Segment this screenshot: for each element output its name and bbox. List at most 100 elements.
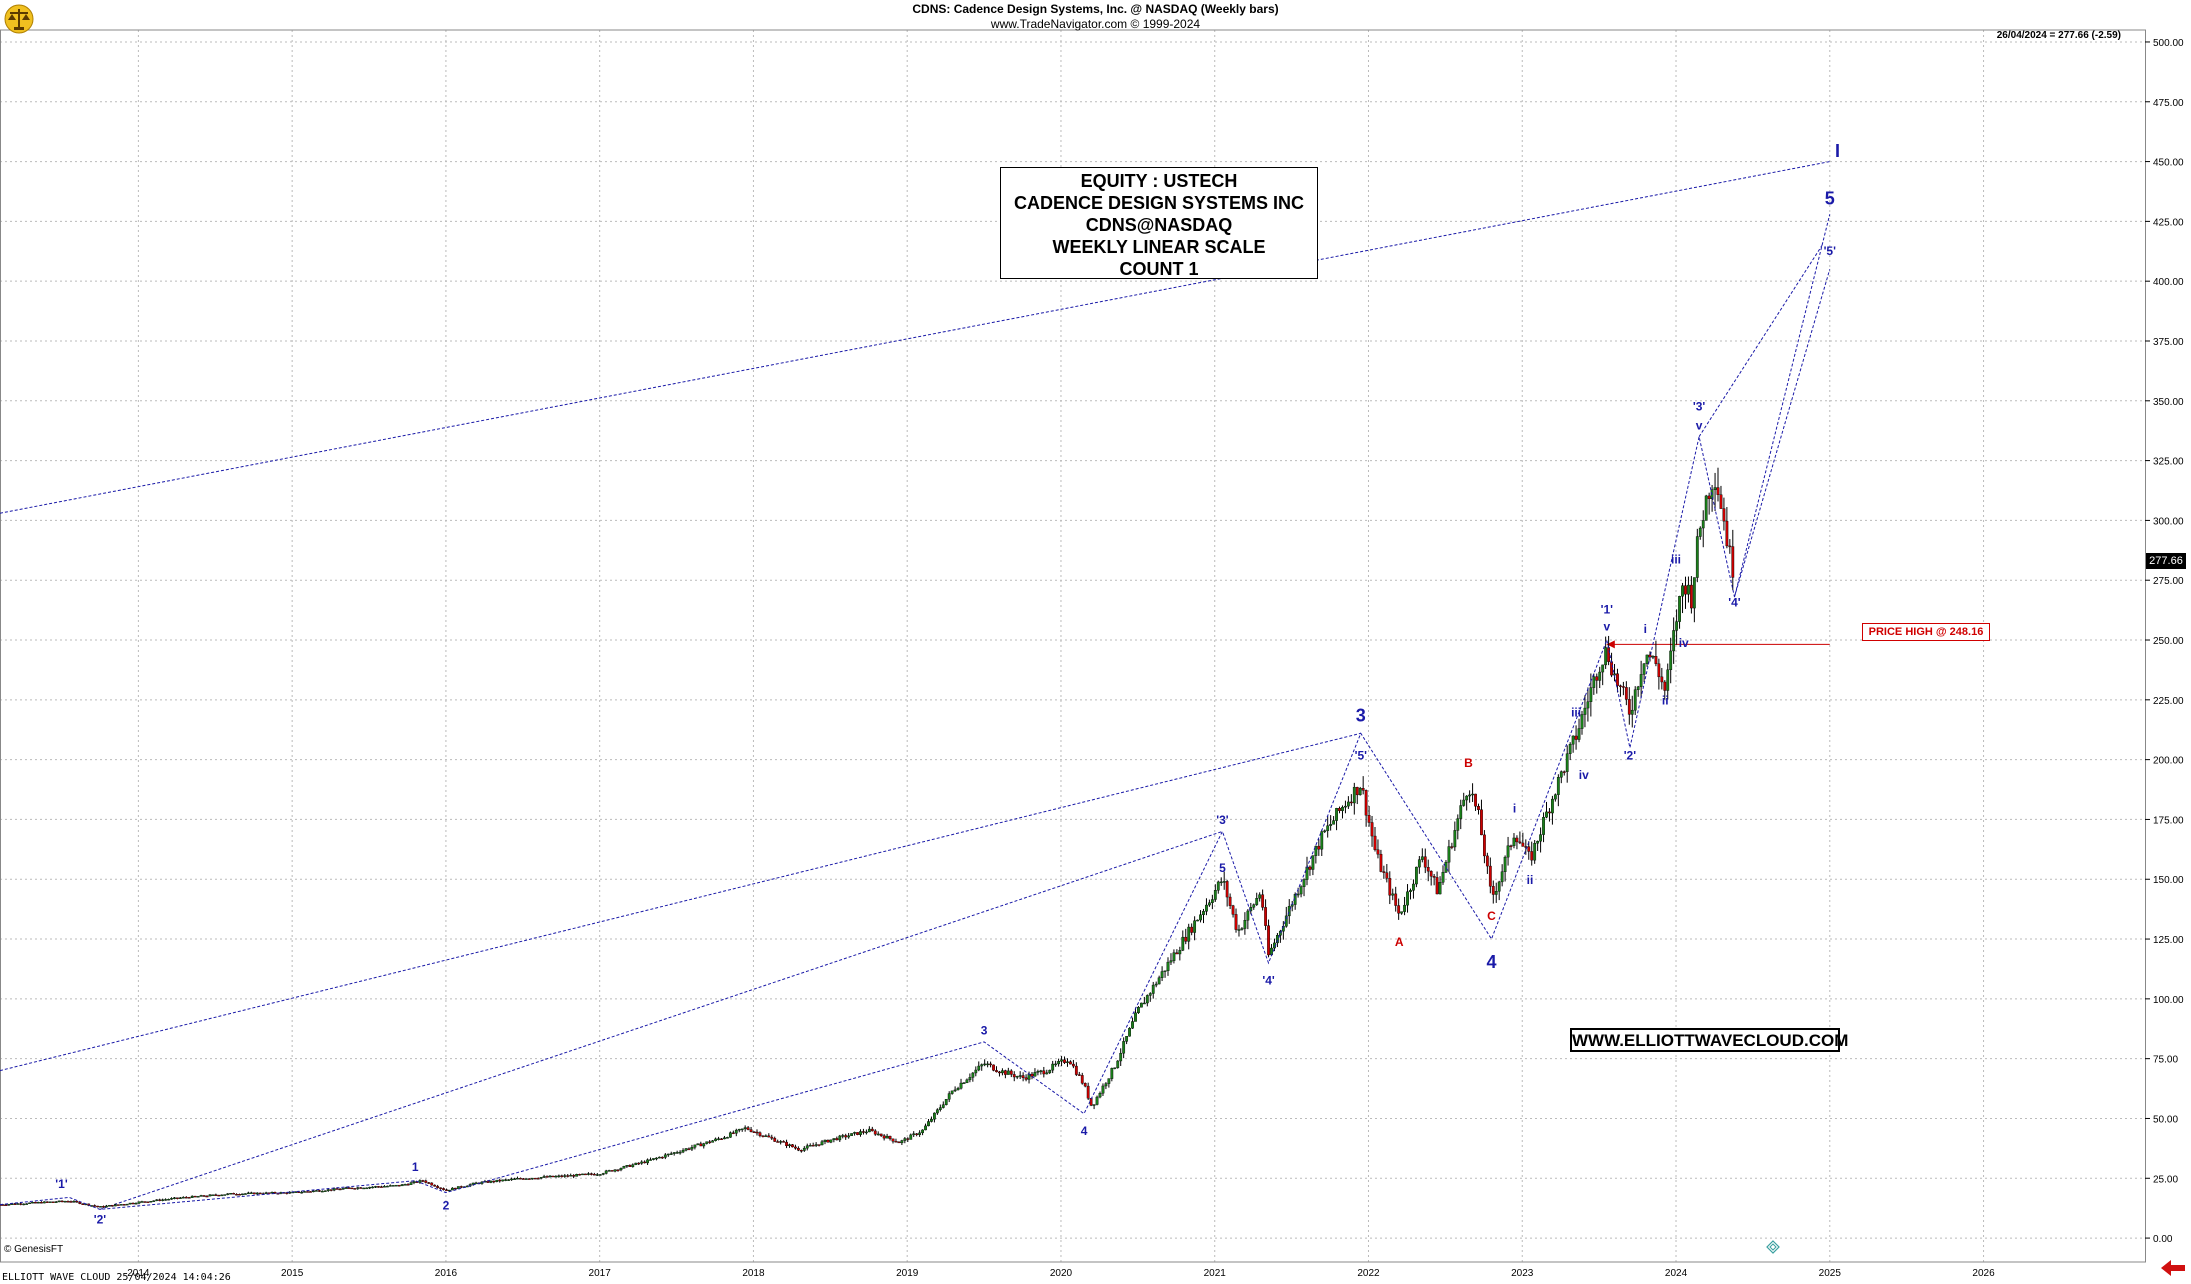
bar-body bbox=[675, 1152, 679, 1154]
y-tick-label: 75.00 bbox=[2153, 1055, 2178, 1066]
bar-body bbox=[1719, 494, 1723, 509]
ohlc-bar bbox=[418, 1179, 422, 1184]
bar-body bbox=[1184, 936, 1188, 942]
ohlc-bar bbox=[1598, 666, 1602, 689]
ohlc-bar bbox=[903, 1137, 907, 1144]
bar-body bbox=[829, 1139, 833, 1143]
ohlc-bar bbox=[900, 1139, 904, 1146]
bar-body bbox=[1151, 984, 1155, 994]
ohlc-bar bbox=[1491, 880, 1495, 904]
ohlc-bar bbox=[808, 1143, 812, 1147]
wave-labels: '1''2'12345'3''4''5'3ABC4iiiiiiiv'1'v'2'… bbox=[55, 141, 1840, 1227]
bar-body bbox=[341, 1188, 345, 1190]
ohlc-bar bbox=[1323, 829, 1327, 834]
ohlc-bar bbox=[1506, 836, 1510, 866]
bar-body bbox=[397, 1184, 401, 1187]
ohlc-bar bbox=[241, 1193, 244, 1196]
ohlc-bar bbox=[785, 1139, 788, 1149]
bar-body bbox=[1621, 686, 1625, 688]
ohlc-bar bbox=[1453, 821, 1457, 851]
ohlc-bar bbox=[779, 1140, 783, 1145]
bar-body bbox=[1213, 890, 1217, 900]
ohlc-bar bbox=[912, 1131, 916, 1138]
wave-path bbox=[0, 214, 1831, 1210]
bar-body bbox=[1296, 893, 1300, 896]
axes: 0.00 25.00 50.00 75.00 100.00 125.00 150.00 175… bbox=[0, 29, 2184, 1279]
x-tick-label: 2023 bbox=[1511, 1268, 1534, 1279]
bar-body bbox=[1447, 846, 1451, 863]
ohlc-bar bbox=[1355, 786, 1359, 805]
ohlc-bar bbox=[1621, 681, 1625, 696]
bar-body bbox=[365, 1187, 369, 1190]
bar-body bbox=[1571, 735, 1575, 745]
ohlc-bar bbox=[521, 1177, 525, 1180]
ohlc-bar bbox=[1459, 799, 1463, 830]
ohlc-bar bbox=[143, 1201, 147, 1203]
ohlc-bar bbox=[489, 1180, 493, 1184]
bar-body bbox=[498, 1179, 502, 1182]
ohlc-bar bbox=[1261, 889, 1265, 911]
bar-body bbox=[539, 1177, 543, 1179]
ohlc-bar bbox=[66, 1200, 70, 1203]
ohlc-bar bbox=[1154, 981, 1158, 988]
bar-body bbox=[238, 1194, 241, 1196]
ohlc-bar bbox=[424, 1179, 428, 1184]
bar-body bbox=[953, 1089, 957, 1092]
x-tick-label: 2022 bbox=[1357, 1268, 1380, 1279]
bar-body bbox=[1391, 893, 1395, 896]
bar-body bbox=[362, 1187, 366, 1190]
ohlc-bar bbox=[1574, 725, 1578, 750]
bar-body bbox=[1299, 886, 1303, 895]
ohlc-bar bbox=[658, 1156, 661, 1159]
ohlc-bar bbox=[1403, 896, 1406, 916]
ohlc-bar bbox=[176, 1197, 179, 1200]
bar-body bbox=[1521, 842, 1525, 847]
scales-logo-icon[interactable] bbox=[4, 4, 34, 34]
ohlc-bar bbox=[1287, 899, 1291, 924]
bar-body bbox=[853, 1132, 856, 1134]
ohlc-bar bbox=[1417, 856, 1421, 874]
bar-body bbox=[758, 1132, 762, 1136]
ohlc-bar bbox=[1391, 888, 1395, 901]
center-marker-icon[interactable] bbox=[1766, 1240, 1780, 1254]
bar-body bbox=[595, 1174, 599, 1176]
bar-body bbox=[773, 1138, 777, 1142]
bar-body bbox=[1559, 771, 1563, 778]
ohlc-bar bbox=[1713, 472, 1717, 512]
ohlc-bar bbox=[164, 1198, 167, 1201]
bar-body bbox=[294, 1191, 298, 1193]
bar-body bbox=[116, 1204, 120, 1206]
ohlc-bar bbox=[1006, 1067, 1010, 1075]
scroll-left-arrow-icon[interactable] bbox=[2160, 1259, 2186, 1277]
bar-body bbox=[329, 1189, 333, 1191]
ohlc-bar bbox=[1698, 526, 1702, 540]
ohlc-bar bbox=[1302, 878, 1306, 897]
ohlc-bar bbox=[655, 1157, 658, 1161]
wave-label: C bbox=[1487, 909, 1496, 923]
ohlc-bar bbox=[1616, 668, 1619, 693]
bar-body bbox=[649, 1159, 652, 1161]
ohlc-bar bbox=[63, 1200, 67, 1203]
bar-body bbox=[702, 1143, 706, 1147]
ohlc-bar bbox=[1361, 776, 1365, 795]
bar-body bbox=[669, 1153, 673, 1155]
y-tick-label: 125.00 bbox=[2153, 935, 2184, 946]
ohlc-bar bbox=[1577, 718, 1581, 743]
bar-body bbox=[273, 1192, 277, 1194]
ohlc-bar bbox=[383, 1185, 386, 1188]
wave-label: i bbox=[1513, 801, 1516, 815]
wave-label: '3' bbox=[1216, 813, 1229, 827]
ohlc-bar bbox=[1057, 1058, 1061, 1067]
bar-body bbox=[776, 1141, 780, 1143]
bar-body bbox=[1580, 714, 1584, 729]
bar-body bbox=[1003, 1070, 1007, 1075]
ohlc-bar bbox=[995, 1066, 998, 1073]
bar-body bbox=[1687, 584, 1690, 595]
ohlc-bar bbox=[1210, 894, 1214, 910]
bar-body bbox=[264, 1192, 268, 1194]
channel-line bbox=[0, 732, 1361, 1072]
ohlc-bar bbox=[938, 1104, 942, 1112]
ohlc-bar bbox=[1024, 1074, 1028, 1082]
wave-label: B bbox=[1464, 756, 1473, 770]
bar-body bbox=[652, 1158, 655, 1160]
